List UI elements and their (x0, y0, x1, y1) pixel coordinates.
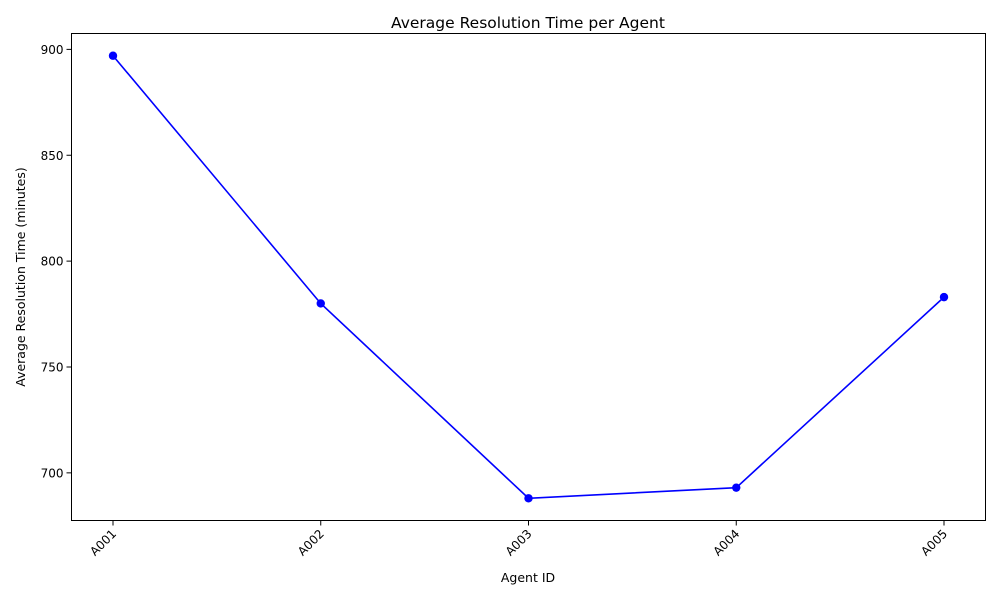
y-tick-label: 750 (41, 360, 64, 374)
y-tick-label: 850 (41, 149, 64, 163)
data-point (732, 483, 741, 492)
y-axis: 700 750 800 850 900 (41, 43, 72, 480)
y-tick-label: 900 (41, 43, 64, 57)
x-tick-label: A004 (710, 527, 742, 559)
y-tick-label: 700 (41, 466, 64, 480)
series-layer (108, 51, 949, 503)
x-tick-label: A003 (503, 527, 535, 559)
data-point (316, 299, 325, 308)
x-axis: A001 A002 A003 A004 A005 (87, 520, 950, 559)
chart-title: Average Resolution Time per Agent (391, 14, 665, 32)
x-tick-label: A005 (918, 527, 950, 559)
data-point (524, 494, 533, 503)
data-point (939, 292, 949, 302)
y-tick-label: 800 (41, 255, 64, 269)
x-tick-label: A002 (295, 527, 327, 559)
plot-area (71, 33, 986, 521)
x-axis-label: Agent ID (501, 570, 555, 585)
data-point (108, 51, 118, 60)
y-axis-label: Average Resolution Time (minutes) (13, 167, 28, 387)
series-line (112, 55, 945, 500)
x-tick-label: A001 (87, 527, 119, 559)
